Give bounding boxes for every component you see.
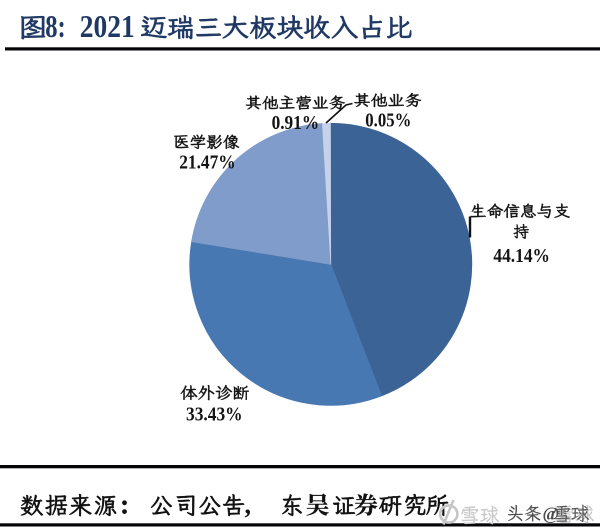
svg-text:生命信息与支: 生命信息与支 bbox=[470, 200, 570, 221]
svg-text:0.91%: 0.91% bbox=[272, 113, 320, 134]
svg-text:雪球: 雪球 bbox=[553, 502, 590, 527]
svg-text:研: 研 bbox=[379, 490, 403, 521]
svg-text:体外诊断: 体外诊断 bbox=[180, 382, 249, 404]
svg-text:来: 来 bbox=[69, 490, 93, 521]
svg-text:@: @ bbox=[543, 504, 560, 524]
svg-text:雪球: 雪球 bbox=[556, 501, 594, 528]
svg-text:司: 司 bbox=[174, 490, 198, 521]
svg-text:2021: 2021 bbox=[80, 8, 135, 44]
svg-text:所: 所 bbox=[426, 490, 450, 521]
svg-text:雪球: 雪球 bbox=[460, 502, 500, 529]
svg-text:0.05%: 0.05% bbox=[365, 110, 411, 131]
svg-text:,: , bbox=[245, 491, 252, 520]
svg-text:据: 据 bbox=[45, 490, 69, 521]
svg-text:数: 数 bbox=[20, 490, 44, 521]
svg-text:证: 证 bbox=[332, 490, 356, 521]
svg-text:公: 公 bbox=[150, 490, 174, 521]
svg-text:持: 持 bbox=[513, 221, 530, 242]
svg-text:究: 究 bbox=[403, 490, 427, 521]
svg-text:头条: 头条 bbox=[507, 502, 542, 526]
svg-text:图: 图 bbox=[17, 10, 48, 44]
svg-text:医学影像: 医学影像 bbox=[173, 131, 240, 152]
svg-text:其他业务: 其他业务 bbox=[354, 90, 422, 110]
svg-text:吴: 吴 bbox=[306, 487, 330, 521]
svg-text:33.43%: 33.43% bbox=[186, 404, 243, 425]
svg-text:8:: 8: bbox=[45, 8, 65, 44]
svg-text:公: 公 bbox=[198, 490, 222, 521]
svg-text:44.14%: 44.14% bbox=[493, 246, 550, 267]
svg-text:迈瑞三大板块收入占比: 迈瑞三大板块收入占比 bbox=[140, 10, 412, 44]
svg-text:东: 东 bbox=[280, 490, 304, 521]
svg-text:21.47%: 21.47% bbox=[179, 153, 236, 174]
svg-text:其他主营业务: 其他主营业务 bbox=[245, 93, 345, 113]
svg-text:券: 券 bbox=[354, 487, 378, 521]
svg-text:告: 告 bbox=[222, 490, 246, 521]
svg-text:源: 源 bbox=[94, 490, 118, 521]
